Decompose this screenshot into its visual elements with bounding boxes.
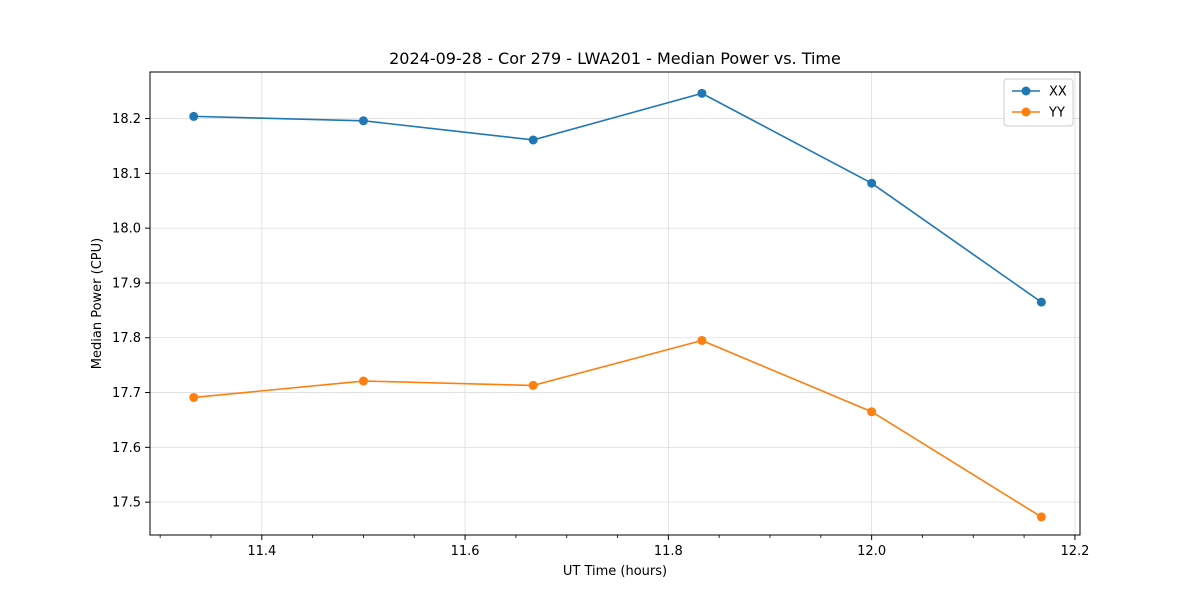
data-point-xx bbox=[358, 116, 368, 126]
legend-marker-xx bbox=[1021, 86, 1031, 96]
legend-label-yy: YY bbox=[1048, 106, 1065, 121]
x-axis-label: UT Time (hours) bbox=[563, 564, 667, 579]
data-point-yy bbox=[867, 407, 877, 417]
x-tick-label: 12.2 bbox=[1060, 544, 1089, 559]
axis-layer: 11.4 11.6 11.8 12.0 12.2 17.5 17.6 17.7 17.8 17.9… bbox=[112, 112, 1089, 559]
x-tick-label: 11.4 bbox=[247, 544, 276, 559]
data-point-yy bbox=[358, 376, 368, 386]
data-point-yy bbox=[1036, 512, 1046, 522]
series-line-xx bbox=[193, 92, 1042, 303]
y-tick-label: 17.9 bbox=[112, 276, 141, 291]
y-tick-label: 18.1 bbox=[112, 167, 141, 182]
data-point-yy bbox=[189, 392, 199, 402]
data-point-xx bbox=[697, 88, 707, 98]
y-tick-label: 17.8 bbox=[112, 331, 141, 346]
grid-layer bbox=[150, 72, 1080, 535]
x-tick-label: 11.8 bbox=[654, 544, 683, 559]
series-line-yy bbox=[193, 339, 1042, 518]
y-axis-label: Median Power (CPU) bbox=[90, 238, 105, 369]
y-tick-label: 18.0 bbox=[112, 222, 141, 237]
data-point-yy bbox=[697, 335, 707, 345]
legend-marker-yy bbox=[1021, 107, 1031, 117]
data-point-xx bbox=[1036, 297, 1046, 307]
y-tick-label: 17.5 bbox=[112, 496, 141, 511]
legend: XX YY bbox=[1003, 78, 1074, 127]
data-point-xx bbox=[867, 178, 877, 188]
x-tick-label: 11.6 bbox=[451, 544, 480, 559]
series-layer bbox=[189, 88, 1046, 522]
y-tick-label: 18.2 bbox=[112, 112, 141, 127]
y-tick-label: 17.7 bbox=[112, 386, 141, 401]
legend-label-xx: XX bbox=[1049, 85, 1067, 100]
data-point-xx bbox=[189, 111, 199, 121]
data-point-xx bbox=[528, 135, 538, 145]
x-tick-label: 12.0 bbox=[857, 544, 886, 559]
plot-frame bbox=[149, 71, 1081, 536]
chart-title: 2024-09-28 - Cor 279 - LWA201 - Median P… bbox=[389, 49, 841, 68]
y-tick-label: 17.6 bbox=[112, 441, 141, 456]
data-point-yy bbox=[528, 380, 538, 390]
